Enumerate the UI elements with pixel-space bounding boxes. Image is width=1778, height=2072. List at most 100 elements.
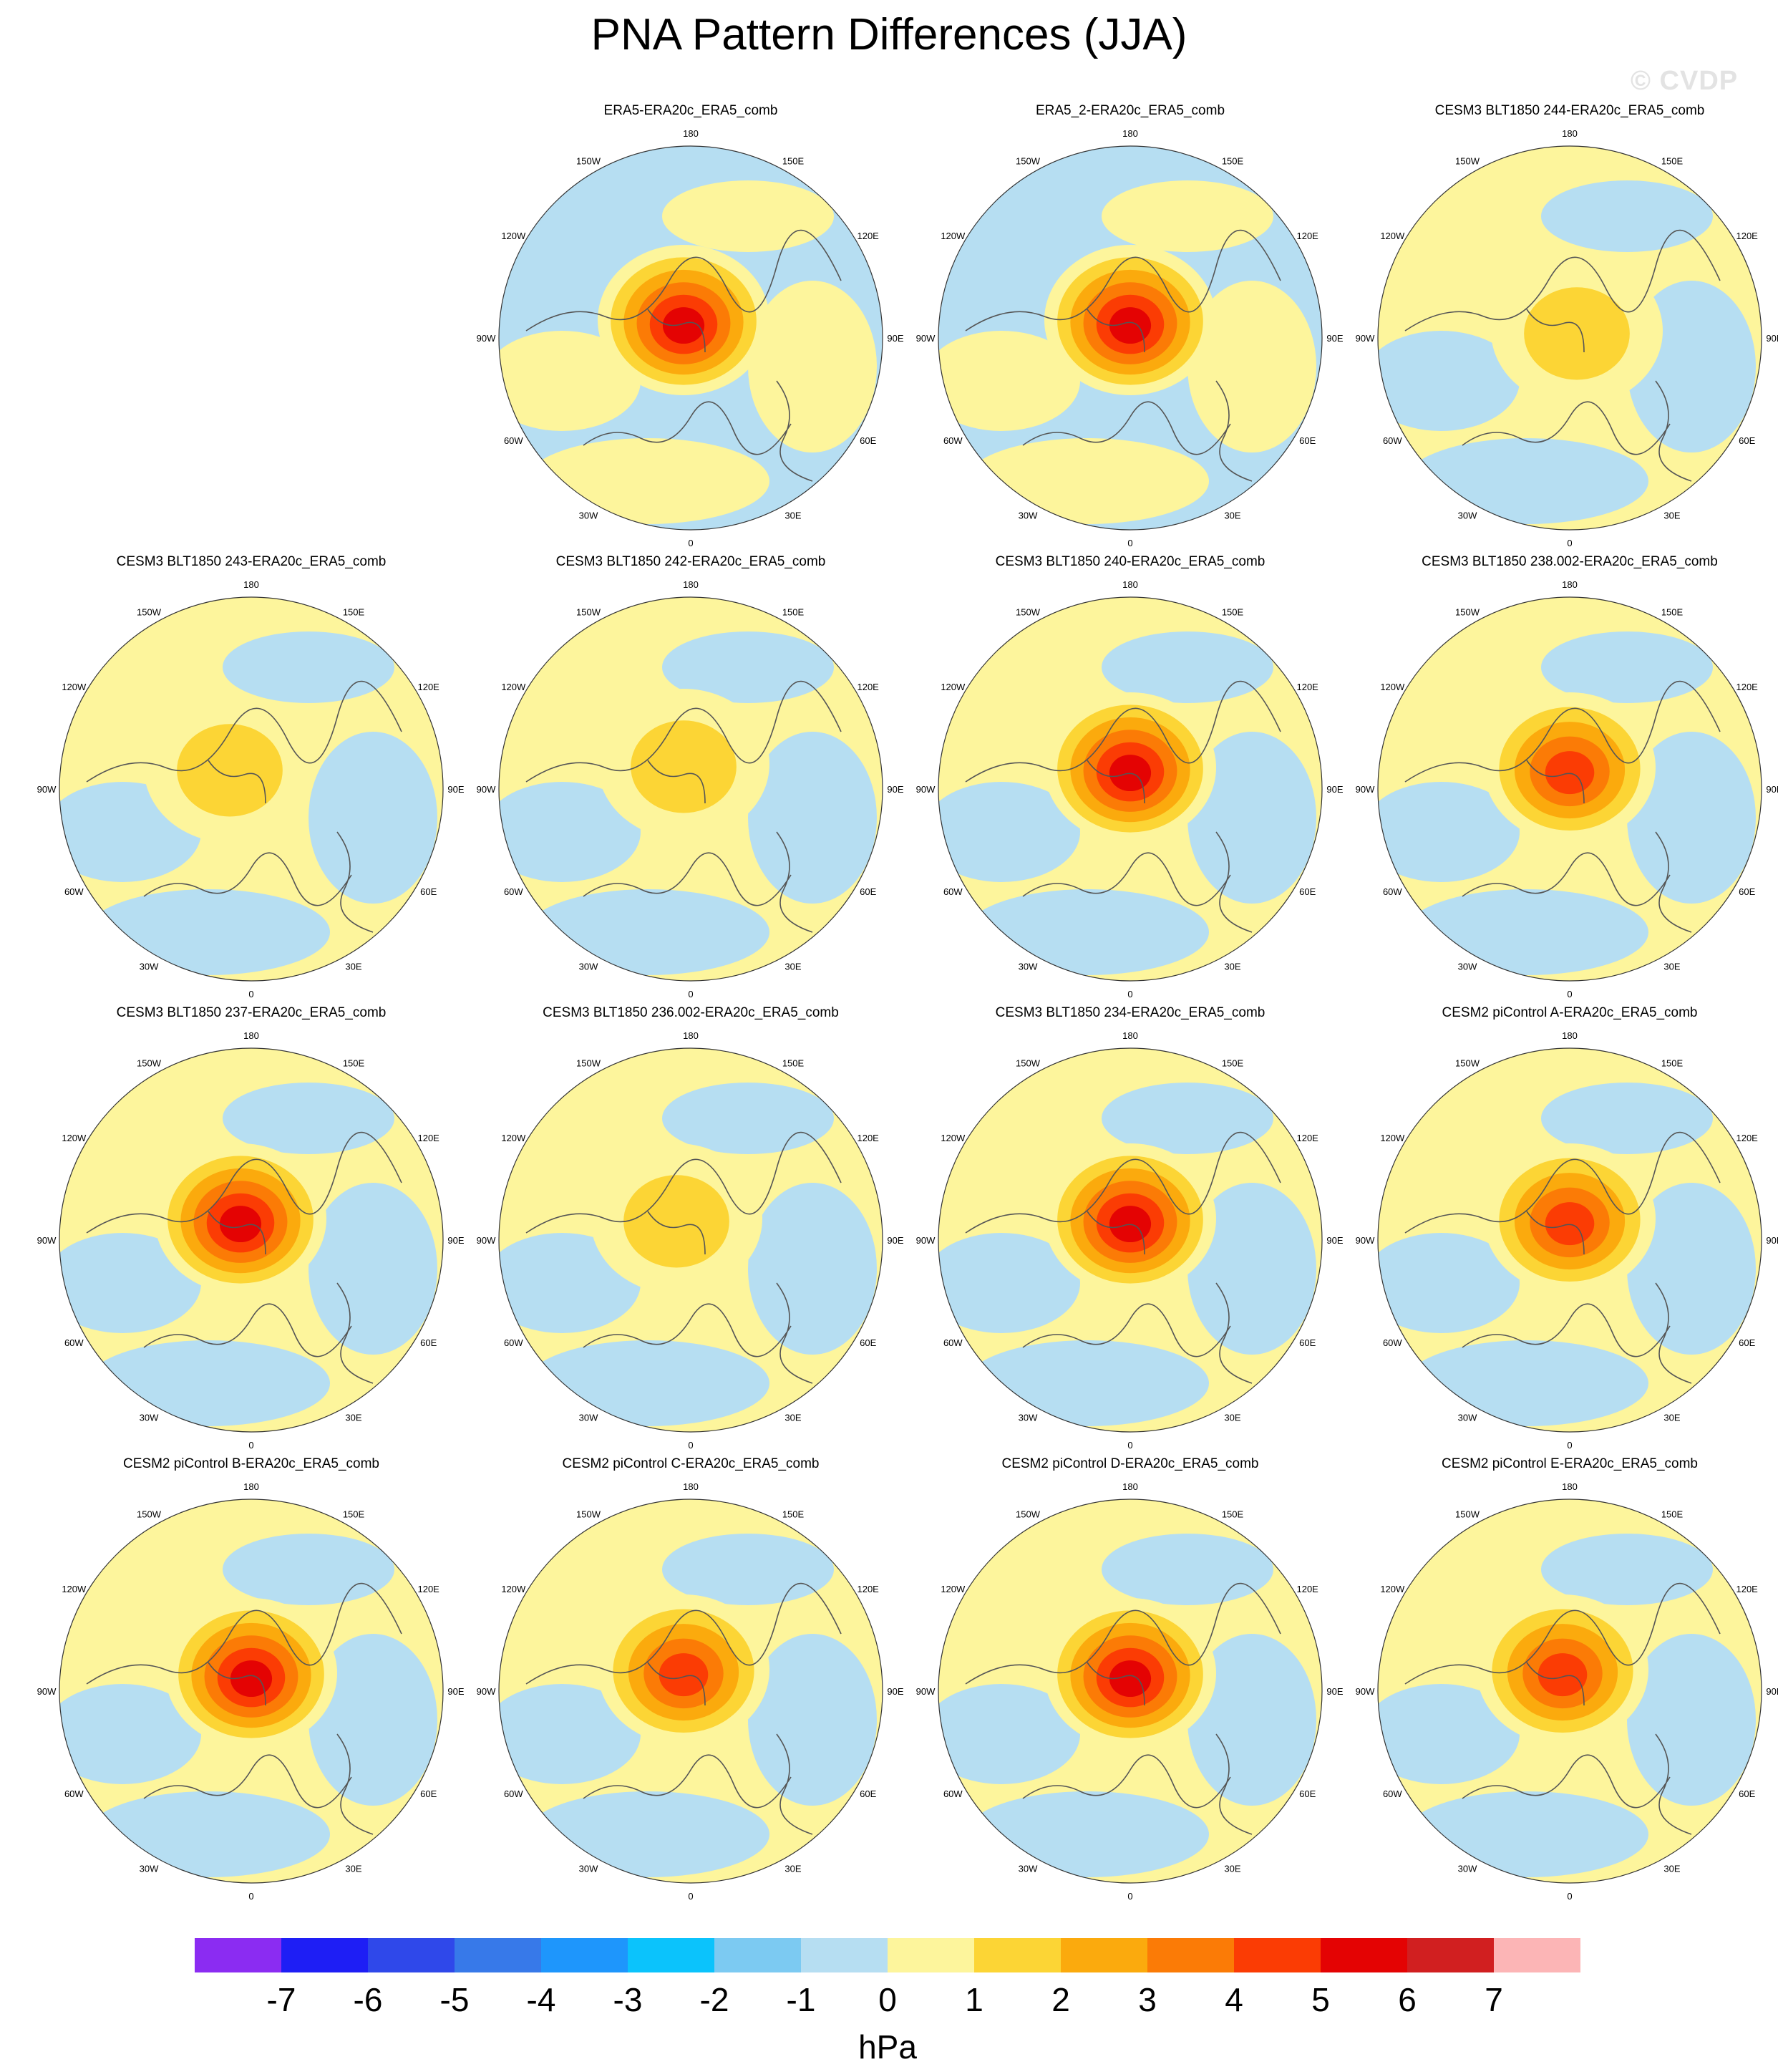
colorbar-tick-label: 3 (1138, 1981, 1157, 2018)
colorbar-tick-label: -4 (526, 1981, 556, 2018)
longitude-label: 150W (1455, 606, 1480, 617)
anomaly-region (748, 281, 877, 452)
longitude-label: 90W (1356, 333, 1375, 344)
map-boundary (938, 145, 1323, 531)
longitude-label: 30W (140, 1413, 159, 1423)
contour-fill-level-2 (177, 724, 283, 817)
longitude-label: 60W (64, 886, 84, 897)
longitude-label: 120W (1380, 682, 1405, 692)
longitude-label: 120W (941, 231, 966, 241)
longitude-label: 60W (64, 1337, 84, 1348)
longitude-label: 150W (137, 1509, 162, 1519)
longitude-label: 90W (37, 1235, 57, 1246)
longitude-label: 90W (916, 333, 936, 344)
longitude-label: 180 (683, 1481, 699, 1492)
contour-fill-level-6 (1109, 307, 1152, 344)
colorbar-tick-label: -1 (786, 1981, 816, 2018)
map-panel: ERA5_2-ERA20c_ERA5_comb 180 150E 120E 90E 60E… (910, 103, 1350, 554)
coastline (1404, 229, 1721, 482)
colorbar-swatch (1407, 1938, 1495, 1972)
anomaly-region (1102, 180, 1273, 252)
longitude-label: 120W (62, 1584, 87, 1594)
longitude-label: 90E (887, 784, 903, 795)
longitude-label: 0 (1127, 989, 1132, 999)
longitude-label: 180 (1562, 1030, 1578, 1041)
longitude-label: 180 (1122, 128, 1138, 139)
coastline (86, 1131, 402, 1384)
longitude-label: 150W (1016, 1057, 1041, 1068)
map-panel: CESM3 BLT1850 240-ERA20c_ERA5_comb 180 150… (910, 554, 1350, 1005)
panel-title: CESM2 piControl A-ERA20c_ERA5_comb (1442, 1005, 1698, 1020)
map-panel: CESM3 BLT1850 237-ERA20c_ERA5_comb 180 150… (31, 1005, 471, 1456)
colorbar-swatch (801, 1938, 888, 1972)
anomaly-region (1102, 1534, 1273, 1605)
colorbar-tick-label: -2 (699, 1981, 729, 2018)
cvdp-watermark: © CVDP (1631, 66, 1739, 96)
longitude-label: 30E (1663, 1413, 1680, 1423)
longitude-label: 150E (782, 1057, 805, 1068)
anomaly-region (662, 1534, 834, 1605)
anomaly-region (499, 782, 641, 882)
panel-title: CESM3 BLT1850 240-ERA20c_ERA5_comb (995, 554, 1266, 569)
longitude-label: 180 (683, 128, 699, 139)
longitude-label: 90W (477, 1235, 496, 1246)
longitude-label: 150W (576, 1509, 601, 1519)
map-boundary (498, 1047, 883, 1433)
longitude-label: 30E (784, 510, 801, 521)
panel-title: CESM3 BLT1850 242-ERA20c_ERA5_comb (555, 554, 826, 569)
contour-fill-level-5 (659, 1653, 709, 1697)
longitude-label: 60E (1739, 886, 1755, 897)
map-panel: CESM3 BLT1850 242-ERA20c_ERA5_comb 180 150… (471, 554, 910, 1005)
colorbar-swatch (714, 1938, 802, 1972)
longitude-label: 30W (579, 510, 598, 521)
anomaly-region (1378, 1233, 1520, 1333)
longitude-label: 120E (417, 1584, 439, 1594)
longitude-label: 30W (1019, 1413, 1038, 1423)
panel-title: CESM2 piControl B-ERA20c_ERA5_comb (123, 1456, 379, 1471)
longitude-label: 90E (1326, 1235, 1343, 1246)
map-boundary (1377, 145, 1762, 531)
anomaly-region (1541, 1083, 1713, 1154)
colorbar-tick-label: 4 (1225, 1981, 1243, 2018)
longitude-label: 60E (860, 1337, 876, 1348)
longitude-label: 150E (1222, 1057, 1244, 1068)
longitude-label: 60W (504, 1337, 523, 1348)
anomaly-region (1102, 631, 1273, 703)
longitude-label: 0 (1567, 1891, 1572, 1902)
panel-title: CESM2 piControl C-ERA20c_ERA5_comb (562, 1456, 820, 1471)
longitude-label: 90W (916, 1686, 936, 1697)
longitude-label: 30E (784, 1413, 801, 1423)
longitude-label: 60W (64, 1788, 84, 1799)
longitude-label: 150W (1016, 606, 1041, 617)
longitude-label: 150E (343, 606, 365, 617)
longitude-label: 30E (1224, 510, 1240, 521)
polar-map: 180 150E 120E 90E 60E 30E 0 30W 60W 90W 120W 150W (477, 1481, 904, 1902)
colorbar-units: hPa (858, 2028, 917, 2066)
longitude-label: 120W (1380, 1584, 1405, 1594)
longitude-label: 30E (1224, 962, 1240, 972)
longitude-label: 90E (887, 1686, 903, 1697)
longitude-label: 90E (447, 1686, 464, 1697)
polar-map: 180 150E 120E 90E 60E 30E 0 30W 60W 90W 120W 150W (477, 1030, 904, 1451)
longitude-label: 30E (345, 1413, 361, 1423)
longitude-label: 180 (243, 1030, 259, 1041)
longitude-label: 60E (1299, 435, 1316, 446)
anomaly-region (1378, 782, 1520, 882)
polar-map: 180 150E 120E 90E 60E 30E 0 30W 60W 90W 120W 150W (1356, 579, 1778, 999)
anomaly-region (1541, 180, 1713, 252)
coastline (965, 1582, 1281, 1835)
anomaly-region (1378, 331, 1520, 431)
longitude-label: 150W (1455, 1057, 1480, 1068)
longitude-label: 90W (1356, 784, 1375, 795)
panel-title: CESM3 BLT1850 243-ERA20c_ERA5_comb (116, 554, 387, 569)
longitude-label: 90E (1766, 1686, 1778, 1697)
longitude-label: 150W (137, 1057, 162, 1068)
panel-title: ERA5_2-ERA20c_ERA5_comb (1035, 103, 1225, 118)
colorbar-swatch (455, 1938, 542, 1972)
longitude-label: 0 (688, 1891, 693, 1902)
longitude-label: 30E (1663, 510, 1680, 521)
longitude-label: 150E (343, 1057, 365, 1068)
anomaly-region (662, 180, 834, 252)
polar-map: 180 150E 120E 90E 60E 30E 0 30W 60W 90W 120W 150W (1356, 128, 1778, 548)
anomaly-region (309, 1183, 437, 1355)
